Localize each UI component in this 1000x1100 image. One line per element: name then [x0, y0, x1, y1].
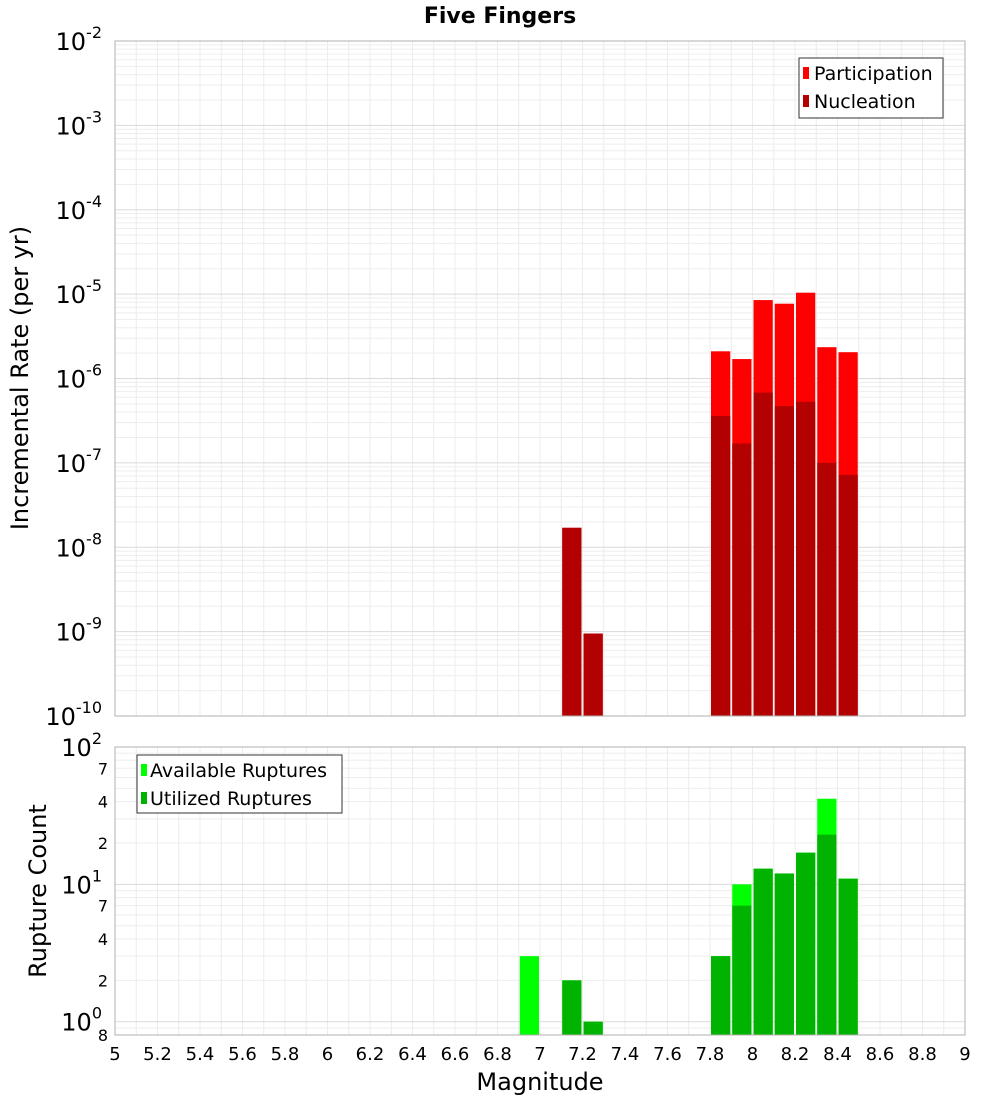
x-tick-label: 5.6: [228, 1044, 257, 1065]
x-tick-label: 5.4: [186, 1044, 215, 1065]
y-minor-tick-label: 7: [98, 759, 108, 778]
x-tick-label: 5.8: [271, 1044, 300, 1065]
chart-title: Five Fingers: [424, 4, 576, 29]
x-tick-label: 6.4: [398, 1044, 427, 1065]
x-tick-label: 7.2: [568, 1044, 597, 1065]
y-minor-tick-label: 8: [98, 1026, 108, 1045]
top-plot: 10-2 10-3 10-4 10-5 10-6 10-7 10-8 10-9 10-10 In…: [6, 23, 966, 731]
x-tick-label: 6.6: [441, 1044, 470, 1065]
bar-nucleation: [732, 443, 752, 716]
legend-utilized-label: Utilized Ruptures: [150, 788, 312, 810]
top-bars: [562, 292, 858, 716]
legend-participation-swatch: [803, 67, 809, 79]
bar-utilized-ruptures: [562, 980, 582, 1035]
bar-utilized-ruptures: [711, 956, 731, 1035]
bar-nucleation: [753, 392, 773, 716]
x-tick-label: 7.6: [653, 1044, 682, 1065]
x-tick-label: 5: [109, 1044, 120, 1065]
top-legend-box: [798, 57, 944, 119]
y-tick-label: 10-3: [56, 107, 103, 140]
x-tick-label: 5.2: [143, 1044, 172, 1065]
legend-participation-label: Participation: [814, 63, 933, 85]
bottom-plot: 102 101 100 7 4 2 7 4 2 8 5 5.2 5.4 5.6 5.8 6 6.2 6.4 6.6…: [24, 729, 971, 1096]
y-tick-label: 10-4: [56, 192, 103, 225]
y-tick-label: 10-9: [56, 614, 103, 647]
bar-utilized-ruptures: [796, 852, 816, 1035]
bar-nucleation: [796, 401, 816, 716]
x-tick-label: 7.4: [611, 1044, 640, 1065]
top-legend: Participation Nucleation: [798, 57, 944, 119]
bar-nucleation: [562, 527, 582, 716]
y-minor-tick-label: 2: [98, 971, 108, 990]
legend-nucleation-swatch: [803, 95, 809, 107]
y-tick-label: 10-7: [56, 445, 103, 478]
y-minor-tick-label: 4: [98, 930, 108, 949]
top-y-axis-label: Incremental Rate (per yr): [6, 226, 34, 530]
bottom-legend: Available Ruptures Utilized Ruptures: [136, 754, 343, 814]
bottom-bars: [519, 798, 858, 1035]
y-tick-label: 10-6: [56, 361, 103, 394]
x-tick-label: 6: [322, 1044, 333, 1065]
bar-nucleation: [711, 415, 731, 716]
bottom-legend-box: [136, 754, 343, 814]
bar-utilized-ruptures: [838, 878, 858, 1035]
bar-nucleation: [774, 406, 794, 716]
x-axis-label: Magnitude: [476, 1068, 603, 1096]
y-tick-label: 10-2: [56, 23, 103, 56]
x-tick-label: 8.2: [781, 1044, 810, 1065]
y-minor-tick-label: 7: [98, 897, 108, 916]
bottom-y-axis-label: Rupture Count: [24, 804, 52, 978]
y-tick-label: 10-5: [56, 276, 103, 309]
x-tick-label: 9: [959, 1044, 970, 1065]
bar-utilized-ruptures: [753, 868, 773, 1035]
x-tick-labels: 5 5.2 5.4 5.6 5.8 6 6.2 6.4 6.6 6.8 7 7.2 7.4 7.6 7.8 8…: [109, 1044, 970, 1065]
top-gridlines: [114, 40, 966, 717]
x-tick-label: 8.8: [908, 1044, 937, 1065]
y-tick-label: 10-8: [56, 529, 103, 562]
legend-utilized-swatch: [141, 792, 147, 804]
y-tick-label: 102: [61, 729, 102, 762]
x-tick-label: 8: [747, 1044, 758, 1065]
y-tick-label: 10-10: [45, 698, 102, 731]
legend-available-label: Available Ruptures: [150, 760, 327, 782]
bar-nucleation: [838, 474, 858, 716]
bar-nucleation: [583, 633, 603, 716]
bar-available-ruptures: [519, 956, 539, 1035]
bar-utilized-ruptures: [774, 873, 794, 1035]
bottom-plot-frame: [114, 746, 966, 1036]
y-tick-label: 100: [61, 1004, 102, 1037]
x-tick-label: 8.6: [866, 1044, 895, 1065]
top-plot-frame: [114, 40, 966, 717]
x-tick-label: 8.4: [823, 1044, 852, 1065]
bar-utilized-ruptures: [817, 834, 837, 1035]
legend-nucleation-label: Nucleation: [814, 91, 916, 113]
legend-available-swatch: [141, 764, 147, 776]
y-minor-tick-label: 4: [98, 793, 108, 812]
bar-nucleation: [817, 462, 837, 716]
x-tick-label: 7: [534, 1044, 545, 1065]
bar-utilized-ruptures: [583, 1021, 603, 1035]
y-tick-label: 101: [61, 866, 102, 899]
y-minor-tick-label: 2: [98, 834, 108, 853]
x-tick-label: 6.8: [483, 1044, 512, 1065]
x-tick-label: 7.8: [696, 1044, 725, 1065]
x-tick-label: 6.2: [356, 1044, 385, 1065]
top-y-tick-labels: 10-2 10-3 10-4 10-5 10-6 10-7 10-8 10-9 10-10: [45, 23, 102, 731]
bar-utilized-ruptures: [732, 905, 752, 1035]
bottom-y-tick-labels: 102 101 100 7 4 2 7 4 2 8: [61, 729, 108, 1045]
